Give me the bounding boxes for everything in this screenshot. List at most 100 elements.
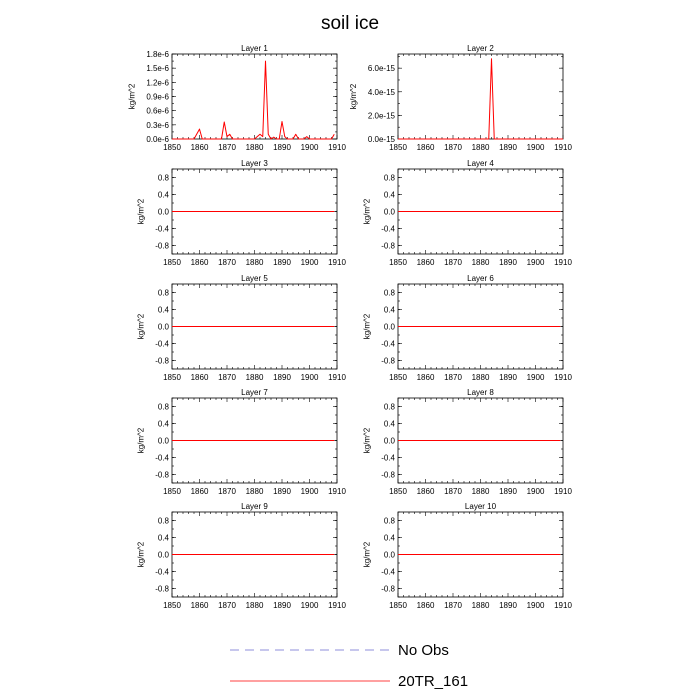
panel-7-xtick-label: 1850 bbox=[163, 487, 181, 496]
panel-1-ytick-label: 0.6e-6 bbox=[146, 107, 169, 116]
panel-10-ytick-label: 0.4 bbox=[384, 534, 396, 543]
panel-5-xtick-label: 1850 bbox=[163, 373, 181, 382]
panel-7-ytick-label: 0.0 bbox=[158, 437, 170, 446]
panel-1-xtick-label: 1860 bbox=[191, 143, 209, 152]
panel-2-ytick-label: 0.0e-15 bbox=[368, 135, 396, 144]
panel-9-xtick-label: 1860 bbox=[191, 601, 209, 610]
panel-6-xtick-label: 1880 bbox=[472, 373, 490, 382]
panel-10-ytick-label: 0.8 bbox=[384, 517, 396, 526]
panel-5-ytick-label: 0.8 bbox=[158, 289, 170, 298]
panel-1-xtick-label: 1900 bbox=[301, 143, 319, 152]
panel-9-ylabel: kg/m^2 bbox=[137, 541, 146, 567]
panel-8-xtick-label: 1890 bbox=[499, 487, 517, 496]
panel-2-xtick-label: 1860 bbox=[417, 143, 435, 152]
panel-5-ytick-label: -0.4 bbox=[155, 340, 169, 349]
panel-3-xtick-label: 1860 bbox=[191, 258, 209, 267]
panel-6-ytick-label: -0.8 bbox=[381, 357, 395, 366]
panel-5: Layer 5 1850 1860 1870 1880 1890 1900 1910 -0.8 -… bbox=[137, 274, 347, 382]
panel-3-ytick-label: 0.8 bbox=[158, 174, 170, 183]
panel-7-xtick-label: 1890 bbox=[273, 487, 291, 496]
panel-6-xtick-label: 1850 bbox=[389, 373, 407, 382]
panel-5-xtick-label: 1860 bbox=[191, 373, 209, 382]
panel-10-xtick-label: 1900 bbox=[527, 601, 545, 610]
panel-grid: Layer 1 1850 1860 1870 1880 1890 1900 1910 0.0e-… bbox=[127, 44, 572, 610]
panel-9-xtick-label: 1890 bbox=[273, 601, 291, 610]
panel-9-ytick-label: 0.8 bbox=[158, 517, 170, 526]
panel-9-ytick-label: 0.4 bbox=[158, 534, 170, 543]
panel-4-xtick-label: 1870 bbox=[444, 258, 462, 267]
panel-8-title: Layer 8 bbox=[467, 388, 494, 397]
panel-1-ytick-label: 1.2e-6 bbox=[146, 78, 169, 87]
panel-2-xtick-label: 1850 bbox=[389, 143, 407, 152]
panel-10-xtick-label: 1910 bbox=[554, 601, 572, 610]
panel-7-xtick-label: 1880 bbox=[246, 487, 264, 496]
panel-4-xtick-label: 1890 bbox=[499, 258, 517, 267]
panel-1-ytick-label: 1.8e-6 bbox=[146, 50, 169, 59]
panel-9-xtick-label: 1910 bbox=[328, 601, 346, 610]
panel-4-xtick-label: 1850 bbox=[389, 258, 407, 267]
panel-6-ytick-label: 0.8 bbox=[384, 289, 396, 298]
panel-10-ytick-label: -0.8 bbox=[381, 585, 395, 594]
panel-5-ytick-label: -0.8 bbox=[155, 357, 169, 366]
panel-8-xtick-label: 1860 bbox=[417, 487, 435, 496]
panel-3-ylabel: kg/m^2 bbox=[137, 198, 146, 224]
panel-3: Layer 3 1850 1860 1870 1880 1890 1900 1910 -0.8 -… bbox=[137, 159, 347, 267]
panel-2: Layer 2 1850 1860 1870 1880 1890 1900 1910 0.0e-… bbox=[349, 44, 573, 152]
panel-1-ytick-label: 0.3e-6 bbox=[146, 121, 169, 130]
panel-10-xtick-label: 1890 bbox=[499, 601, 517, 610]
panel-3-ytick-label: -0.8 bbox=[155, 242, 169, 251]
panel-1-xtick-label: 1850 bbox=[163, 143, 181, 152]
panel-4-ylabel: kg/m^2 bbox=[363, 198, 372, 224]
panel-7-xtick-label: 1900 bbox=[301, 487, 319, 496]
panel-7-xtick-label: 1910 bbox=[328, 487, 346, 496]
panel-9-ytick-label: 0.0 bbox=[158, 551, 170, 560]
panel-7-ytick-label: -0.8 bbox=[155, 471, 169, 480]
panel-7-title: Layer 7 bbox=[241, 388, 268, 397]
panel-9-ytick-label: -0.4 bbox=[155, 568, 169, 577]
panel-5-xtick-label: 1880 bbox=[246, 373, 264, 382]
figure-title: soil ice bbox=[321, 13, 379, 34]
panel-9-xtick-label: 1880 bbox=[246, 601, 264, 610]
panel-1-ylabel: kg/m^2 bbox=[127, 83, 136, 109]
panel-5-xtick-label: 1910 bbox=[328, 373, 346, 382]
panel-6-xtick-label: 1910 bbox=[554, 373, 572, 382]
panel-4-xtick-label: 1860 bbox=[417, 258, 435, 267]
panel-10-ytick-label: 0.0 bbox=[384, 551, 396, 560]
panel-8-ytick-label: 0.4 bbox=[384, 420, 396, 429]
panel-7-ytick-label: -0.4 bbox=[155, 454, 169, 463]
panel-1: Layer 1 1850 1860 1870 1880 1890 1900 1910 0.0e-… bbox=[127, 44, 346, 152]
panel-4-ytick-label: -0.4 bbox=[381, 225, 395, 234]
panel-4-title: Layer 4 bbox=[467, 159, 494, 168]
panel-8-ytick-label: 0.0 bbox=[384, 437, 396, 446]
panel-7-xtick-label: 1860 bbox=[191, 487, 209, 496]
panel-1-xtick-label: 1910 bbox=[328, 143, 346, 152]
panel-8-xtick-label: 1850 bbox=[389, 487, 407, 496]
panel-8-ylabel: kg/m^2 bbox=[363, 427, 372, 453]
panel-1-title: Layer 1 bbox=[241, 44, 268, 53]
panel-8-xtick-label: 1910 bbox=[554, 487, 572, 496]
panel-6-ylabel: kg/m^2 bbox=[363, 313, 372, 339]
panel-6-title: Layer 6 bbox=[467, 274, 494, 283]
panel-6-ytick-label: 0.4 bbox=[384, 306, 396, 315]
panel-2-ytick-label: 4.0e-15 bbox=[368, 88, 396, 97]
panel-9-title: Layer 9 bbox=[241, 502, 268, 511]
panel-3-xtick-label: 1890 bbox=[273, 258, 291, 267]
panel-7-ytick-label: 0.8 bbox=[158, 403, 170, 412]
panel-4-ytick-label: 0.0 bbox=[384, 208, 396, 217]
panel-3-xtick-label: 1900 bbox=[301, 258, 319, 267]
panel-7-ytick-label: 0.4 bbox=[158, 420, 170, 429]
panel-5-title: Layer 5 bbox=[241, 274, 268, 283]
panel-3-ytick-label: -0.4 bbox=[155, 225, 169, 234]
panel-6: Layer 6 1850 1860 1870 1880 1890 1900 1910 -0.8 -… bbox=[363, 274, 573, 382]
panel-4-xtick-label: 1910 bbox=[554, 258, 572, 267]
panel-5-ytick-label: 0.4 bbox=[158, 306, 170, 315]
panel-2-title: Layer 2 bbox=[467, 44, 494, 53]
panel-5-xtick-label: 1890 bbox=[273, 373, 291, 382]
panel-10-xtick-label: 1870 bbox=[444, 601, 462, 610]
panel-7-ylabel: kg/m^2 bbox=[137, 427, 146, 453]
panel-10-xtick-label: 1850 bbox=[389, 601, 407, 610]
panel-10-xtick-label: 1860 bbox=[417, 601, 435, 610]
panel-6-xtick-label: 1900 bbox=[527, 373, 545, 382]
panel-4-xtick-label: 1900 bbox=[527, 258, 545, 267]
